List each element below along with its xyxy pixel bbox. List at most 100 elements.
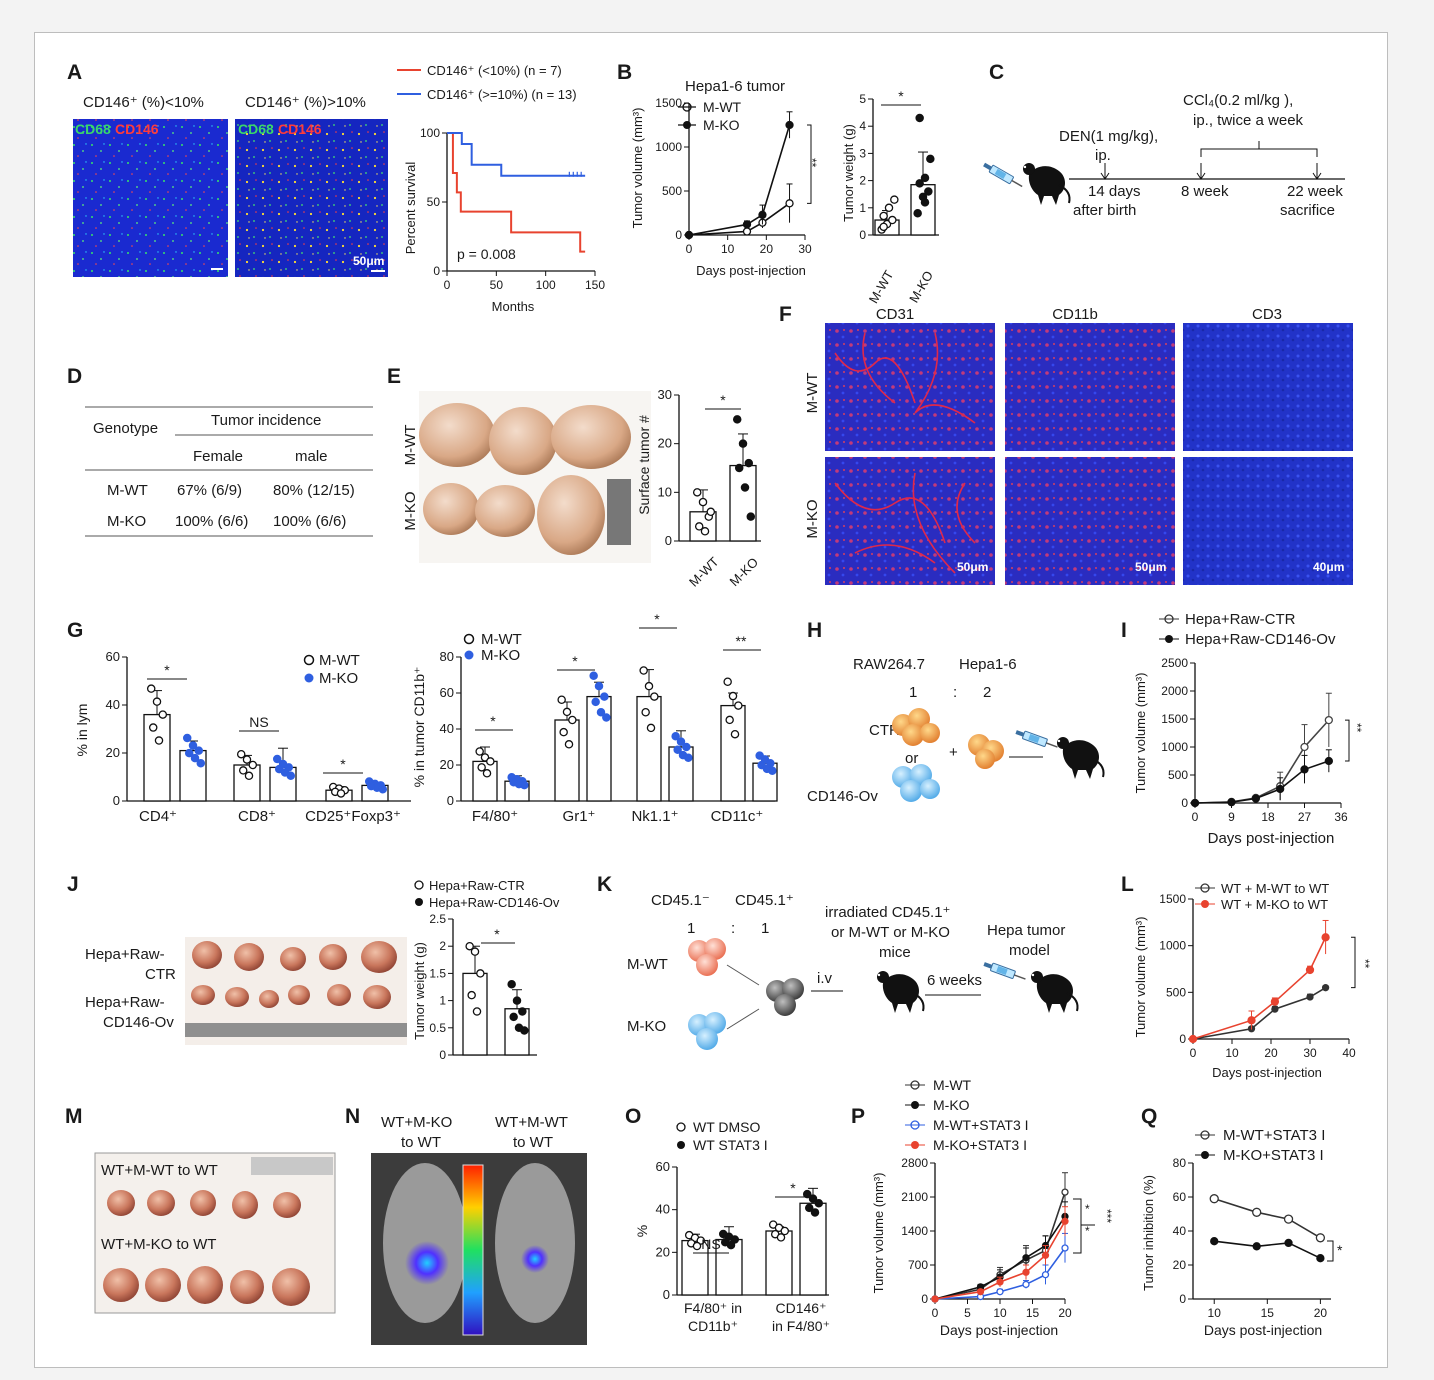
c-t2: 8 week — [1181, 183, 1229, 200]
i-xtick-label-2: 18 — [1261, 810, 1275, 824]
g2-dot-0-1-1 — [562, 707, 572, 717]
g-legend-marker-1 — [303, 654, 315, 666]
l-ytick-label-2: 1000 — [1159, 939, 1186, 953]
c-mouse-icon — [1022, 162, 1071, 206]
g-cat2-1: F4/80⁺ — [472, 808, 518, 825]
g2-legend-marker-2 — [464, 650, 474, 660]
g1-dot-1-0-0 — [182, 733, 192, 743]
k-irr-3: mice — [879, 944, 911, 961]
m-tumors-wt — [107, 1190, 301, 1219]
d-row2-male: 100% (6/6) — [273, 513, 346, 530]
a-scale-bar-label: 50μm — [353, 254, 384, 268]
d-row2-female: 100% (6/6) — [175, 513, 248, 530]
e-liver-ko-2 — [475, 485, 535, 537]
n-m1b: to WT — [401, 1134, 441, 1151]
g2-dot-0-3-1 — [728, 691, 738, 701]
g1-dot-0-0-2 — [158, 710, 168, 719]
j-legend-marker-2 — [415, 898, 423, 906]
panel-label-l: L — [1121, 873, 1134, 896]
b-bar-group-2: M-KO — [906, 268, 936, 305]
e-dot-0-1-3 — [734, 463, 744, 473]
panel-label-q: Q — [1141, 1105, 1157, 1128]
f-col-2: CD11b — [1052, 306, 1098, 323]
p-series-2-line — [934, 1247, 1066, 1300]
m-tumors-ko — [103, 1266, 310, 1306]
p-series-3-point-5 — [1061, 1217, 1069, 1225]
o-dot-1-1-0 — [802, 1189, 812, 1199]
o-bar-1-1 — [799, 1202, 827, 1296]
p-series-2-point-5 — [1061, 1244, 1069, 1252]
a-legend-2: CD146⁺ (>=10%) (n = 13) — [427, 87, 577, 102]
g-cat2-2: Gr1⁺ — [563, 808, 596, 825]
c-den2: ip. — [1095, 147, 1111, 164]
a-ylabel: Percent survival — [403, 162, 418, 255]
j-legend-1: Hepa+Raw-CTR — [429, 878, 525, 893]
q-series-1-point-0 — [1210, 1237, 1219, 1246]
l-series-1-point-3 — [1305, 965, 1315, 975]
g2-dot-0-2-4 — [646, 723, 656, 733]
i-series-0-point-5 — [1324, 715, 1333, 725]
j-tumors-ctr — [192, 941, 397, 973]
c-arrow-3-head — [1312, 172, 1322, 180]
g2-dot-0-2-3 — [641, 708, 650, 717]
a-ytick-label-0: 0 — [433, 264, 440, 278]
j-sig: * — [494, 926, 500, 942]
h-col-1: RAW264.7 — [853, 656, 925, 673]
f-row-1: M-WT — [804, 373, 821, 414]
g1-dot-1-0-1 — [188, 741, 198, 750]
a-legend-1: CD146⁺ (<10%) (n = 7) — [427, 63, 562, 78]
j-dot-0-1-1 — [512, 996, 522, 1005]
j-legend-2: Hepa+Raw-CD146-Ov — [429, 895, 560, 910]
q-legend-1: M-WT+STAT3 I — [1223, 1127, 1325, 1144]
g1-dot-1-0-4 — [190, 753, 200, 763]
g2-dot-0-1-2 — [568, 715, 577, 725]
g2-dot-1-2-0 — [671, 731, 680, 741]
q-series-0-point-1 — [1252, 1207, 1262, 1217]
b2-dot-0-0-5 — [890, 195, 899, 204]
g-ylabel2: % in tumor CD11b⁺ — [411, 667, 427, 788]
e-group-1: M-WT — [686, 554, 722, 590]
c-ccl4b: ip., twice a week — [1193, 112, 1304, 129]
g2-dot-0-1-4 — [564, 740, 574, 749]
l-series-0-point-3 — [1306, 993, 1314, 1001]
l-sig: ** — [1358, 959, 1372, 969]
k-mouse-icon-2 — [1030, 970, 1079, 1014]
b-xtick-label-2: 20 — [760, 242, 774, 256]
p-legend-4: M-KO+STAT3 I — [933, 1137, 1027, 1153]
g2-dot-0-0-0 — [475, 747, 484, 756]
g-sig2-2: * — [572, 653, 578, 669]
j-dot-0-0-1 — [470, 947, 480, 956]
i-ytick-label-4: 2000 — [1161, 684, 1188, 698]
q-series-1-point-3 — [1316, 1254, 1325, 1263]
p-xlabel: Days post-injection — [940, 1322, 1058, 1338]
g-sig2-3: * — [654, 611, 660, 627]
j-dot-0-0-0 — [465, 941, 474, 951]
chart-g-lym: 0 20 40 60 — [106, 649, 411, 808]
q-xtick-label-2: 20 — [1314, 1306, 1328, 1320]
j-dot-0-0-4 — [472, 1007, 482, 1016]
j-row1a: Hepa+Raw- — [85, 946, 165, 963]
o-dot-0-1-4 — [776, 1233, 786, 1242]
p-series-3-point-1 — [976, 1288, 985, 1296]
p-series-3-point-4 — [1041, 1251, 1050, 1259]
g2-dot-1-1-1 — [594, 681, 604, 691]
h-mouse-icon — [1056, 736, 1105, 780]
b-title: Hepa1-6 tumor — [685, 78, 785, 95]
e-liver-wt-2 — [489, 407, 557, 475]
g1-dot-1-0-2 — [194, 746, 204, 755]
o-legend-2: WT STAT3 I — [693, 1137, 768, 1153]
e-ytick-label-0: 0 — [665, 533, 672, 548]
l-sig-bracket — [1351, 936, 1356, 989]
b-series-1-point-3 — [785, 120, 794, 130]
o-ytick-label-3: 60 — [656, 1159, 670, 1174]
o-dot-1-1-1 — [808, 1194, 818, 1203]
o-dot-0-0-4 — [692, 1241, 702, 1251]
g1-ytick-label-3: 60 — [106, 649, 120, 664]
b-series-0-line — [688, 202, 790, 236]
c-den: DEN(1 mg/kg), — [1059, 128, 1158, 145]
p-ytick-label-1: 700 — [908, 1258, 928, 1272]
q-sig: * — [1337, 1242, 1343, 1258]
g-cat1-1: CD4⁺ — [139, 808, 177, 825]
q-series-0-point-2 — [1283, 1214, 1294, 1224]
b2-dot-0-1-6 — [915, 113, 924, 123]
